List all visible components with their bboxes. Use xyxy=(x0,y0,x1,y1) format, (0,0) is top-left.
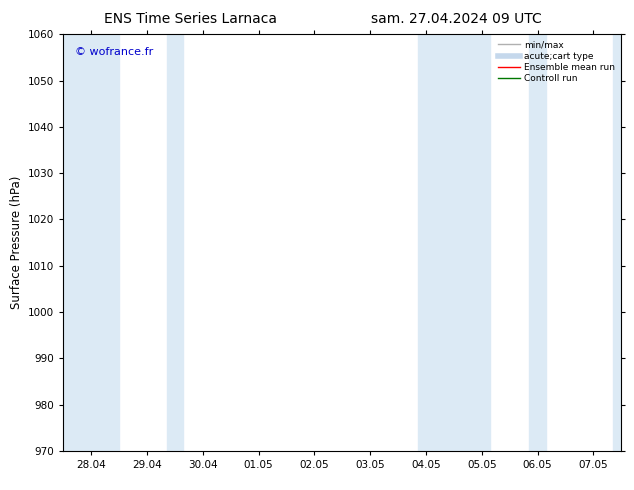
Text: ENS Time Series Larnaca: ENS Time Series Larnaca xyxy=(104,12,276,26)
Bar xyxy=(613,34,634,451)
Bar xyxy=(167,34,183,451)
Text: © wofrance.fr: © wofrance.fr xyxy=(75,47,153,57)
Text: sam. 27.04.2024 09 UTC: sam. 27.04.2024 09 UTC xyxy=(371,12,542,26)
Bar xyxy=(418,34,490,451)
Bar xyxy=(63,34,119,451)
Bar xyxy=(529,34,546,451)
Legend: min/max, acute;cart type, Ensemble mean run, Controll run: min/max, acute;cart type, Ensemble mean … xyxy=(496,39,617,85)
Y-axis label: Surface Pressure (hPa): Surface Pressure (hPa) xyxy=(10,176,23,309)
